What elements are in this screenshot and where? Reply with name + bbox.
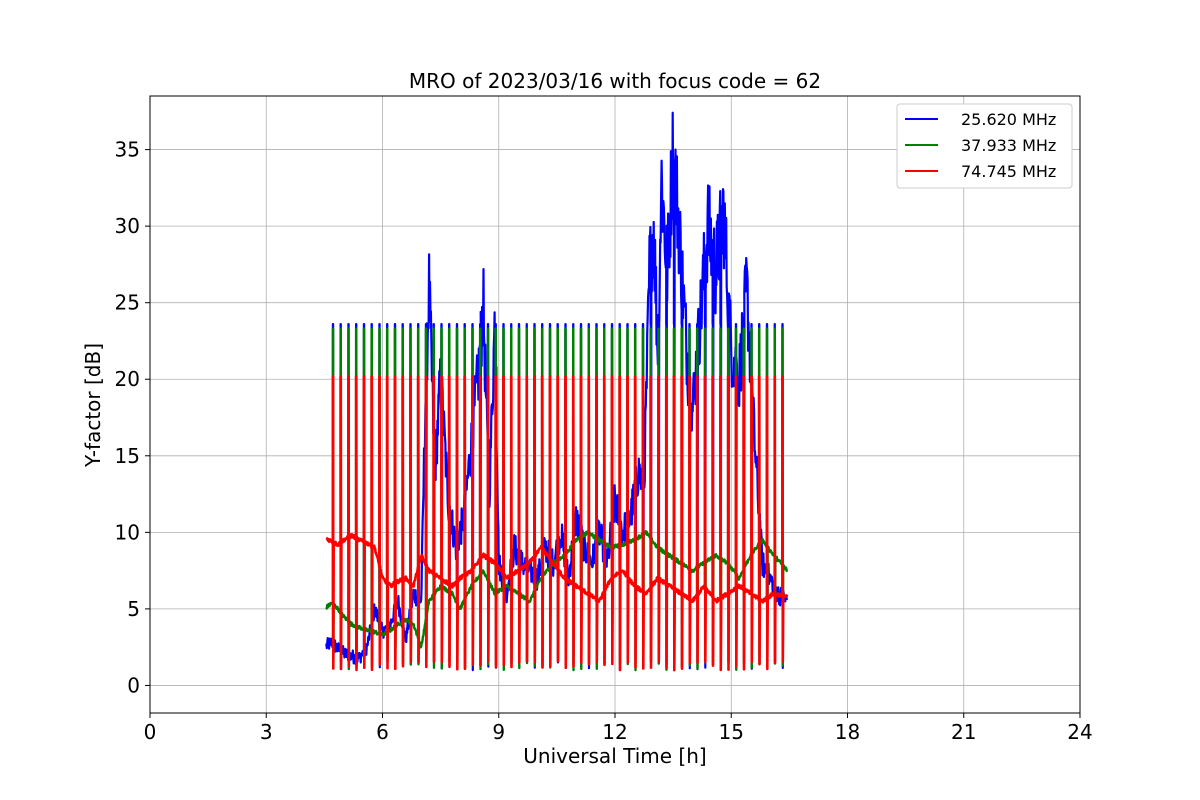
legend-label: 25.620 MHz xyxy=(961,110,1056,129)
y-axis-label: Y-factor [dB] xyxy=(81,343,105,468)
legend-box xyxy=(896,103,1073,189)
x-tick-label: 24 xyxy=(1067,720,1092,744)
series-layer xyxy=(325,111,789,672)
chart-title: MRO of 2023/03/16 with focus code = 62 xyxy=(409,69,821,93)
y-tick-label: 20 xyxy=(115,367,140,391)
y-tick-label: 10 xyxy=(115,520,140,544)
x-tick-label: 6 xyxy=(376,720,389,744)
y-tick-label: 5 xyxy=(127,597,140,621)
y-tick-label: 15 xyxy=(115,444,140,468)
x-tick-label: 12 xyxy=(602,720,627,744)
legend-label: 74.745 MHz xyxy=(961,162,1056,181)
x-tick-label: 18 xyxy=(835,720,860,744)
x-tick-label: 0 xyxy=(144,720,157,744)
legend: 25.620 MHz 37.933 MHz 74.745 MHz xyxy=(896,103,1073,189)
y-tick-label: 35 xyxy=(115,138,140,162)
x-tick-label: 9 xyxy=(492,720,505,744)
ticks: 0 3 6 9 12 15 18 21 24 0 5 10 15 20 25 30 35 xyxy=(115,138,1093,744)
x-axis-label: Universal Time [h] xyxy=(523,744,706,768)
legend-label: 37.933 MHz xyxy=(961,136,1056,155)
x-tick-label: 21 xyxy=(951,720,976,744)
y-tick-label: 0 xyxy=(127,673,140,697)
x-tick-label: 15 xyxy=(719,720,744,744)
y-tick-label: 25 xyxy=(115,291,140,315)
y-tick-label: 30 xyxy=(115,214,140,238)
x-tick-label: 3 xyxy=(260,720,273,744)
series-line-74-745-mhz xyxy=(325,374,789,672)
